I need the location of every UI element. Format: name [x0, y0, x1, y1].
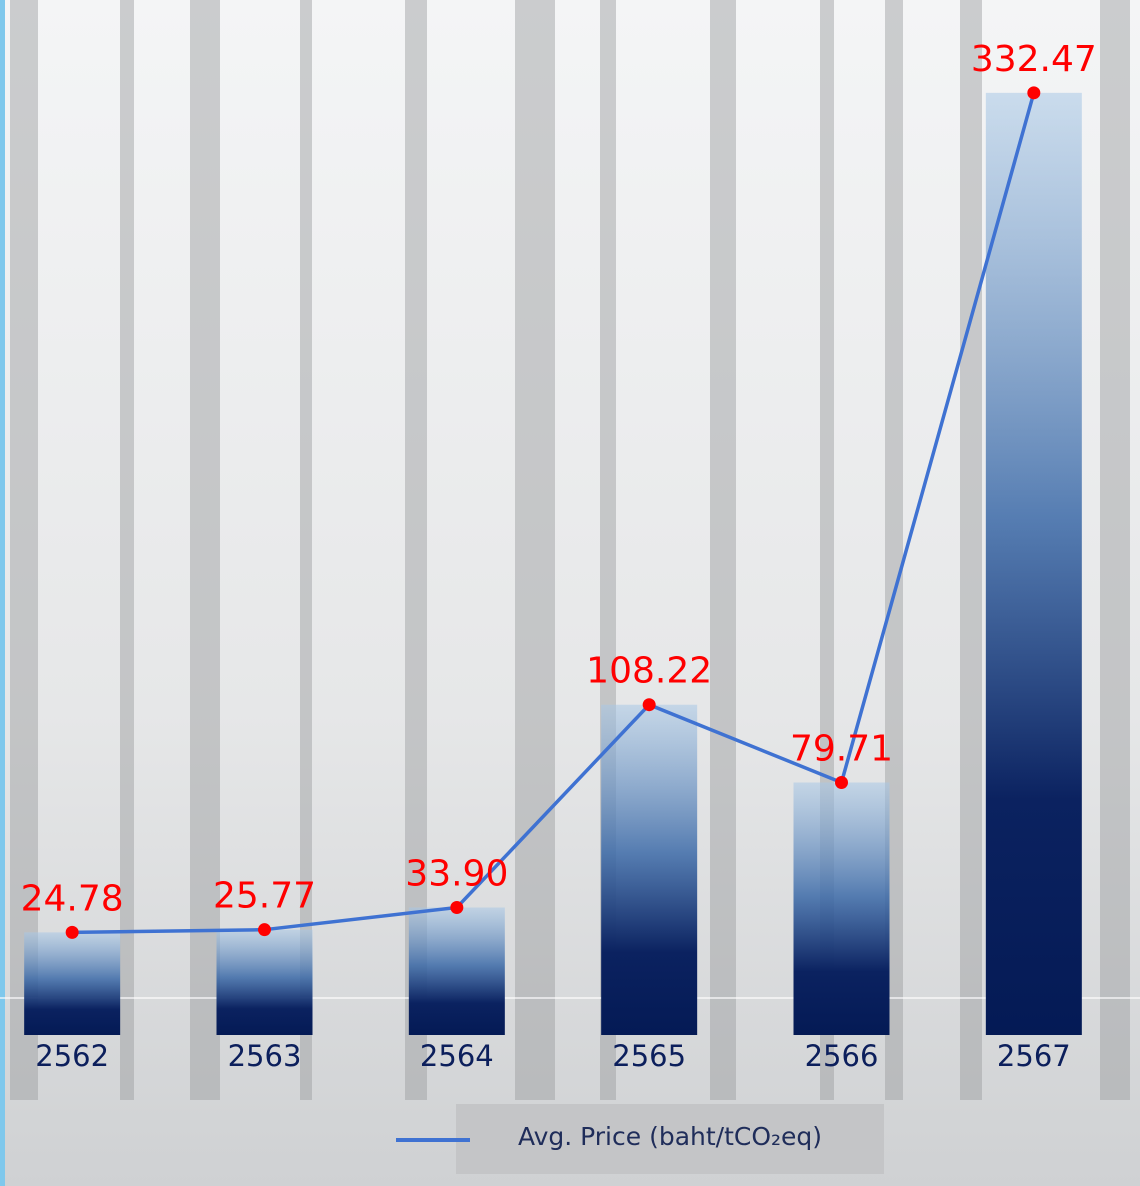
legend-label: Avg. Price (baht/tCO₂eq): [518, 1122, 822, 1151]
bar: [408, 907, 505, 1035]
data-label: 332.47: [971, 39, 1097, 80]
left-border: [0, 0, 5, 1186]
data-label: 108.22: [586, 651, 712, 692]
point: [258, 923, 271, 937]
x-tick-label: 2563: [228, 1039, 302, 1073]
point: [1027, 86, 1041, 100]
x-tick-label: 2565: [612, 1039, 686, 1073]
point: [450, 901, 464, 915]
point: [835, 776, 848, 790]
x-tick-label: 2566: [805, 1039, 879, 1073]
bar: [985, 92, 1082, 1036]
data-label: 24.78: [21, 878, 124, 919]
data-label: 25.77: [213, 876, 316, 917]
legend-box: [456, 1104, 884, 1174]
point: [642, 698, 656, 712]
bar: [793, 782, 890, 1035]
x-tick-label: 2564: [420, 1039, 494, 1073]
x-tick-label: 2562: [35, 1039, 109, 1073]
bar: [24, 932, 121, 1035]
bar: [216, 929, 313, 1035]
bar: [601, 704, 698, 1035]
line: [72, 92, 1036, 935]
data-label: 79.71: [790, 729, 893, 770]
x-tick-label: 2567: [997, 1039, 1071, 1073]
point: [65, 925, 79, 939]
data-label: 33.90: [405, 854, 508, 895]
